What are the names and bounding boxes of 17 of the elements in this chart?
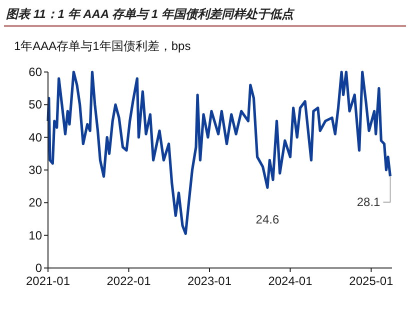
annotation: 28.1 [356, 195, 381, 210]
x-tick-label: 2023-01 [187, 274, 232, 288]
y-tick-label: 0 [35, 261, 42, 275]
annotation: 24.6 [256, 212, 280, 227]
y-tick-label: 60 [28, 65, 42, 79]
x-tick-label: 2024-01 [268, 274, 313, 288]
x-tick-label: 2025-01 [349, 274, 394, 288]
line-series [46, 70, 392, 235]
x-tick-label: 2022-01 [106, 274, 152, 288]
chart-title: 图表 11：1 年 AAA 存单与 1 年国债利差同样处于低点 [6, 7, 296, 21]
y-axis-title: 1年AAA存单与1年国债利差，bps [14, 39, 191, 53]
y-tick-label: 30 [28, 163, 42, 177]
x-tick-label: 2021-01 [26, 274, 70, 288]
y-tick-label: 10 [28, 228, 42, 242]
y-tick-label: 40 [28, 130, 42, 144]
y-tick-label: 50 [28, 98, 42, 112]
y-tick-label: 20 [28, 196, 42, 210]
